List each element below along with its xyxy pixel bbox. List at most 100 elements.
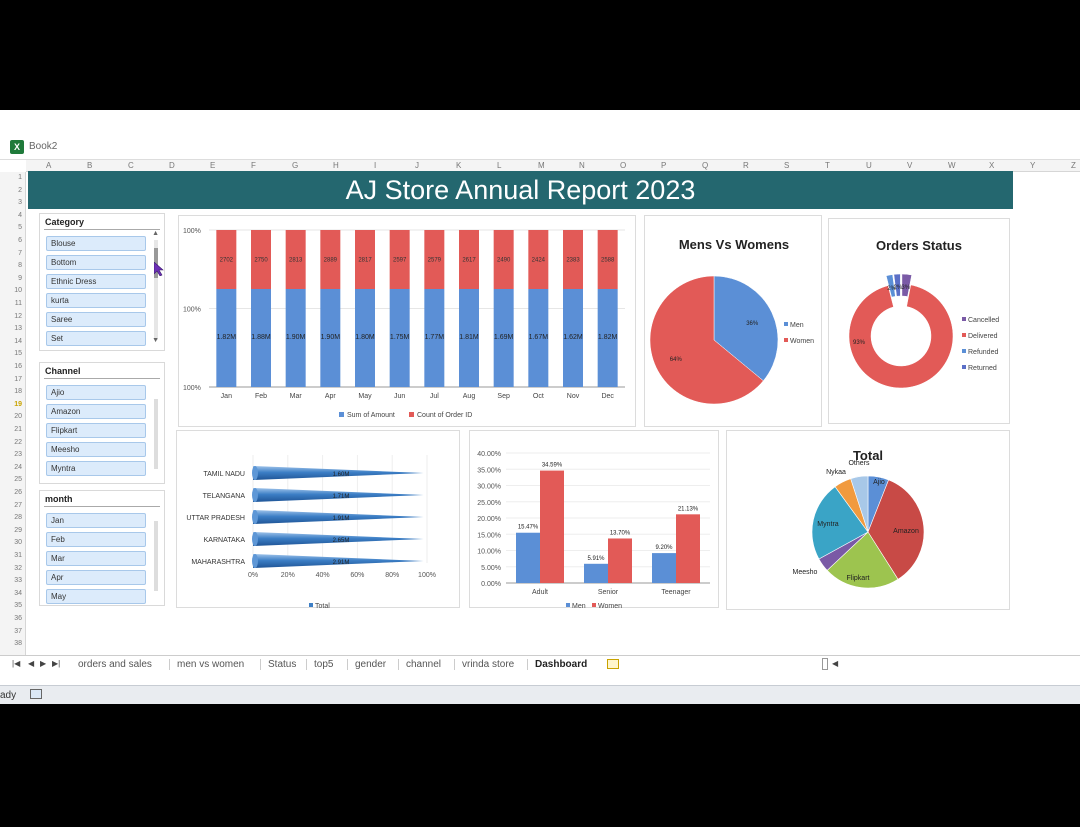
category-scrollbar[interactable] [154, 240, 158, 340]
first-sheet-icon[interactable]: |◀ [12, 659, 21, 668]
column-header[interactable]: A [46, 161, 52, 170]
row-header[interactable]: 4 [18, 211, 22, 219]
column-header[interactable]: M [538, 161, 545, 170]
slicer-item[interactable]: Ajio [46, 385, 146, 400]
month-scrollbar[interactable] [154, 521, 158, 591]
column-header[interactable]: P [661, 161, 667, 170]
sheet-tab[interactable]: Status [268, 659, 297, 670]
slicer-item[interactable]: Saree [46, 312, 146, 327]
channel-total-chart[interactable]: Total Ajio Amazon Flipkart Meesho Myntra Nykaa… [726, 430, 1010, 610]
slicer-item[interactable]: Meesho [46, 442, 146, 457]
macro-record-icon[interactable] [30, 689, 42, 699]
next-sheet-icon[interactable]: ▶ [40, 659, 47, 668]
row-header[interactable]: 3 [18, 199, 22, 207]
row-header[interactable]: 9 [18, 274, 22, 282]
row-header[interactable]: 16 [14, 363, 22, 370]
row-header[interactable]: 6 [18, 237, 22, 244]
monthly-sales-chart[interactable]: 100% 100% 100% 2702 1.82M Jan 2750 1.88M Feb 2813… [178, 215, 636, 427]
slicer-item[interactable]: Feb [46, 532, 146, 547]
slicer-item[interactable]: May [46, 589, 146, 604]
column-header[interactable]: Q [702, 161, 709, 170]
row-header[interactable]: 18 [14, 388, 22, 396]
row-header[interactable]: 19 [14, 400, 22, 408]
last-sheet-icon[interactable]: ▶| [52, 659, 61, 668]
top-states-chart[interactable]: 0% 20% 40% 60% 80% 100% TAMIL NADU 1.60M TELANGA… [176, 430, 460, 610]
row-header[interactable]: 5 [18, 224, 22, 232]
column-header[interactable]: N [579, 161, 585, 170]
column-header[interactable]: V [907, 161, 913, 170]
hscroll-left-icon[interactable] [822, 658, 828, 670]
row-header[interactable]: 15 [14, 350, 22, 358]
column-header[interactable]: H [333, 161, 339, 170]
prev-sheet-icon[interactable]: ◀ [28, 659, 35, 668]
slicer-item[interactable]: Amazon [46, 404, 146, 419]
column-header[interactable]: I [374, 161, 377, 170]
row-header[interactable]: 31 [14, 552, 22, 559]
row-header[interactable]: 27 [14, 501, 22, 509]
slicer-item[interactable]: Ethnic Dress [46, 274, 146, 289]
scroll-up-icon[interactable]: ▲ [152, 230, 159, 237]
column-header[interactable]: D [169, 161, 175, 170]
column-header[interactable]: O [620, 161, 627, 170]
row-header[interactable]: 23 [14, 451, 22, 459]
row-header[interactable]: 35 [14, 602, 22, 610]
row-header[interactable]: 11 [14, 300, 22, 307]
age-gender-chart[interactable]: 0.00% 5.00% 10.00% 15.00% 20.00% 25.00% 30.00%… [469, 430, 719, 610]
slicer-item[interactable]: Flipkart [46, 423, 146, 438]
column-header[interactable]: X [989, 161, 995, 170]
row-header[interactable]: 24 [14, 463, 22, 471]
sheet-tab[interactable]: gender [355, 659, 387, 670]
orders-status-chart[interactable]: Orders Status 3% 93% 2% 2% Cancelled Delivered… [828, 218, 1010, 424]
channel-scrollbar[interactable] [154, 399, 158, 469]
row-header[interactable]: 36 [14, 615, 22, 622]
scroll-down-icon[interactable]: ▼ [152, 337, 159, 344]
column-header[interactable]: S [784, 161, 790, 170]
column-header[interactable]: U [866, 161, 872, 170]
slicer-item[interactable]: Mar [46, 551, 146, 566]
row-header[interactable]: 32 [14, 564, 22, 572]
row-header[interactable]: 26 [14, 489, 22, 496]
slicer-item[interactable]: Bottom [46, 255, 146, 270]
row-header[interactable]: 2 [18, 186, 22, 194]
column-header[interactable]: R [743, 161, 749, 170]
column-header[interactable]: T [825, 161, 830, 170]
slicer-item[interactable]: Blouse [46, 236, 146, 251]
row-header[interactable]: 29 [14, 526, 22, 534]
column-header[interactable]: W [948, 161, 956, 170]
column-header[interactable]: K [456, 161, 462, 170]
sheet-tab[interactable]: channel [406, 659, 442, 670]
insert-sheet-icon[interactable] [607, 659, 619, 669]
row-header[interactable]: 20 [14, 413, 22, 421]
row-header[interactable]: 1 [18, 174, 22, 181]
sheet-tab[interactable]: top5 [314, 659, 334, 670]
row-header[interactable]: 12 [14, 312, 22, 320]
slicer-item[interactable]: Apr [46, 570, 146, 585]
row-header[interactable]: 13 [14, 325, 22, 333]
row-header[interactable]: 25 [14, 476, 22, 484]
column-header[interactable]: B [87, 161, 93, 170]
column-header[interactable]: Z [1071, 161, 1076, 170]
column-header[interactable]: E [210, 161, 216, 170]
row-header[interactable]: 14 [14, 337, 22, 345]
row-header[interactable]: 22 [14, 438, 22, 446]
row-header[interactable]: 7 [18, 249, 22, 257]
row-header[interactable]: 17 [14, 375, 22, 383]
slicer-item[interactable]: Set [46, 331, 146, 346]
column-header[interactable]: F [251, 161, 256, 170]
row-header[interactable]: 34 [14, 589, 22, 597]
slicer-item[interactable]: Myntra [46, 461, 146, 476]
row-header[interactable]: 37 [14, 627, 22, 635]
row-header[interactable]: 30 [14, 539, 22, 547]
row-header[interactable]: 33 [14, 577, 22, 585]
hscroll-arrow-icon[interactable]: ◀ [832, 659, 839, 668]
sheet-tab[interactable]: orders and sales [78, 659, 152, 670]
row-header[interactable]: 21 [14, 426, 22, 433]
row-header[interactable]: 10 [14, 287, 22, 295]
slicer-item[interactable]: kurta [46, 293, 146, 308]
mens-vs-womens-chart[interactable]: Mens Vs Womens 36% 64% Men Women [644, 215, 822, 427]
slicer-item[interactable]: Jan [46, 513, 146, 528]
row-header[interactable]: 8 [18, 262, 22, 270]
sheet-tab[interactable]: men vs women [177, 659, 245, 670]
column-header[interactable]: C [128, 161, 134, 170]
column-header[interactable]: L [497, 161, 502, 170]
